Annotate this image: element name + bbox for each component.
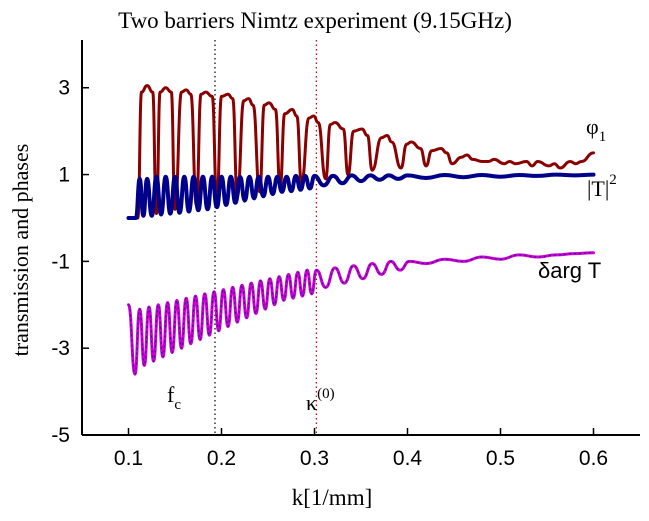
vline-label-fc-sub: c bbox=[174, 397, 181, 413]
annotations: fc κ(0) bbox=[167, 382, 335, 415]
series-phi1 bbox=[127, 84, 595, 220]
vline-label-kappa-main: κ bbox=[306, 390, 317, 415]
y-tick-label: 1 bbox=[58, 164, 70, 187]
y-tick-label: -5 bbox=[51, 424, 70, 447]
tick-labels: 0.1 0.2 0.3 0.4 0.5 0.6 3 1 -1 -3 -5 bbox=[51, 77, 608, 470]
series-dargT-overlay bbox=[128, 252, 594, 375]
series-T2 bbox=[126, 172, 596, 220]
chart-title: Two barriers Nimtz experiment (9.15GHz) bbox=[118, 8, 512, 33]
x-tick-label: 0.2 bbox=[207, 447, 236, 470]
x-tick-label: 0.4 bbox=[393, 447, 423, 470]
x-tick-label: 0.1 bbox=[114, 447, 143, 470]
y-tick-label: -1 bbox=[51, 250, 70, 273]
legend-phi1-sub: 1 bbox=[599, 129, 607, 145]
vline-label-fc-main: f bbox=[167, 382, 175, 407]
legend: φ1 |T|2 δarg T bbox=[538, 114, 617, 283]
legend-dargT: δarg T bbox=[538, 258, 601, 283]
reference-lines bbox=[214, 40, 317, 435]
plot-axes bbox=[81, 40, 640, 436]
vline-label-kappa-sup: (0) bbox=[317, 386, 335, 402]
y-tick-label: 3 bbox=[58, 77, 70, 100]
vline-label-kappa: κ(0) bbox=[306, 386, 335, 415]
legend-T2-sup: 2 bbox=[609, 172, 617, 188]
legend-phi1-main: φ bbox=[586, 114, 599, 139]
legend-phi1: φ1 bbox=[586, 114, 606, 145]
x-axis-label: k[1/mm] bbox=[292, 485, 373, 510]
vline-label-fc: fc bbox=[167, 382, 181, 413]
y-axis-label: transmission and phases bbox=[8, 144, 33, 357]
legend-T2-main: |T| bbox=[587, 176, 609, 201]
y-tick-label: -3 bbox=[51, 337, 70, 360]
legend-T2: |T|2 bbox=[587, 172, 617, 201]
series-dargT bbox=[127, 251, 595, 376]
x-tick-label: 0.5 bbox=[486, 447, 515, 470]
x-tick-label: 0.3 bbox=[300, 447, 329, 470]
x-tick-label: 0.6 bbox=[579, 447, 608, 470]
series-group bbox=[126, 84, 596, 376]
